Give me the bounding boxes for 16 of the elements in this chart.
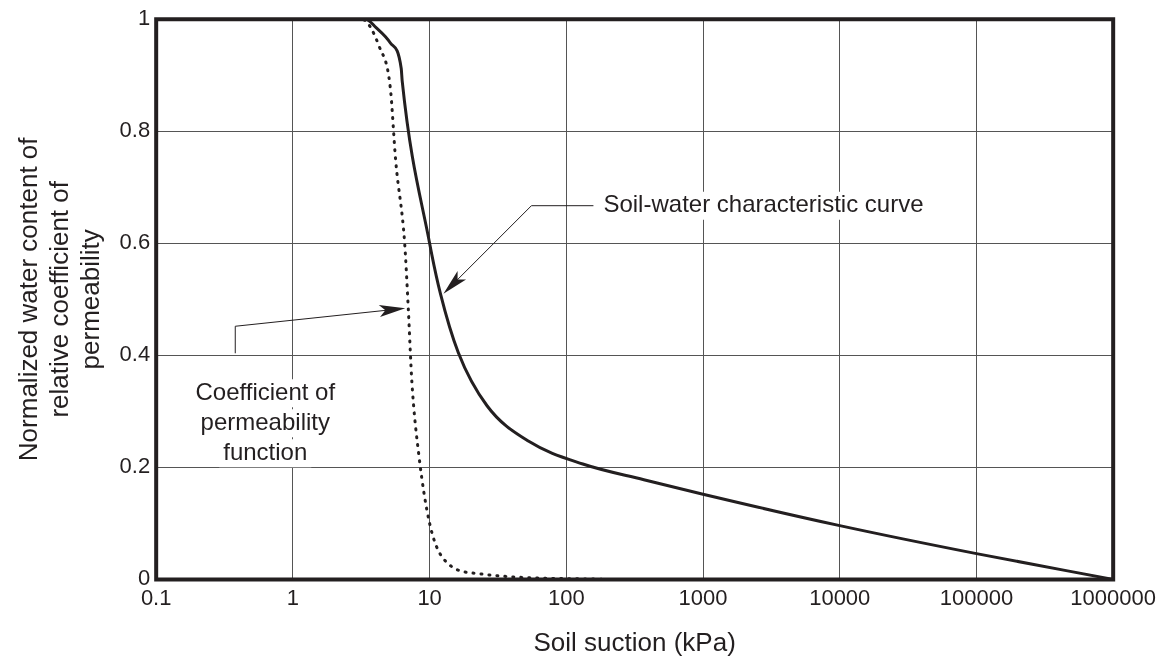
y-tick-label: 1	[137, 5, 151, 31]
annotation: Coefficient of permeability function	[195, 377, 336, 465]
x-tick-label: 10	[417, 584, 442, 610]
x-tick-label: 100	[547, 584, 585, 610]
x-tick-label: 1000	[678, 584, 728, 610]
x-tick-label: 10000	[809, 584, 871, 610]
annotation: Soil-water characteristic curve	[603, 190, 924, 218]
y-tick-label: 0.8	[119, 117, 151, 143]
x-axis-title: Soil suction (kPa)	[533, 626, 736, 657]
x-tick-label: 100000	[939, 584, 1014, 610]
y-tick-label: 0.6	[119, 229, 151, 255]
x-tick-label: 1000000	[1070, 584, 1156, 610]
y-tick-label: 0.2	[119, 453, 151, 479]
y-axis-title: Normalized water content of relative coefficient of permeability	[12, 136, 106, 462]
x-tick-label: 1	[286, 584, 300, 610]
y-tick-label: 0.4	[119, 341, 151, 367]
